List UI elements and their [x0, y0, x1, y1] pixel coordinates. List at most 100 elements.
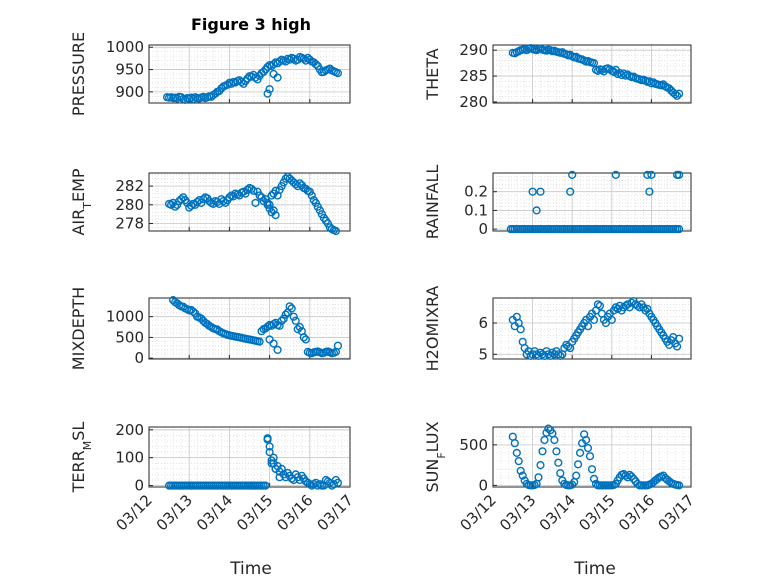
data-point: [281, 310, 290, 319]
data-point: [265, 442, 274, 451]
series-markers: [165, 172, 341, 236]
data-point: [536, 187, 545, 196]
data-point: [289, 312, 298, 321]
y-tick-label: 0: [134, 349, 144, 367]
data-point: [583, 322, 593, 331]
data-point: [554, 458, 563, 467]
data-point: [277, 316, 286, 325]
x-tick-label: 03/13: [496, 491, 539, 534]
data-point: [617, 70, 626, 80]
y-tick-label: 0.2: [464, 183, 488, 201]
data-point: [508, 432, 517, 441]
data-point: [595, 301, 605, 310]
y-tick-label: 0.1: [464, 201, 488, 219]
x-tick-label: 03/16: [615, 491, 658, 534]
data-point: [629, 474, 638, 484]
data-point: [585, 452, 595, 461]
data-point: [615, 301, 624, 310]
series-markers: [508, 43, 684, 100]
data-point: [299, 333, 308, 342]
y-tick-label: 900: [115, 83, 144, 101]
x-tick-label: 03/13: [153, 491, 196, 534]
data-point: [271, 464, 280, 474]
axes-frame: [492, 426, 692, 488]
data-point: [627, 472, 636, 481]
x-tick-label: 03/12: [457, 491, 500, 534]
y-tick-label: 282: [115, 177, 144, 195]
y-tick-label: 290: [459, 41, 488, 59]
y-tick-label: 5: [478, 345, 488, 363]
data-point: [219, 197, 228, 206]
data-point: [643, 170, 652, 180]
data-point: [538, 447, 547, 456]
data-point: [279, 314, 288, 323]
data-point: [566, 187, 575, 196]
data-point: [587, 465, 597, 474]
data-point: [265, 85, 274, 94]
data-point: [263, 89, 272, 98]
y-axis-label: RAINFALL: [423, 165, 442, 240]
x-tick-label: 03/12: [113, 491, 156, 534]
data-point: [568, 170, 577, 180]
x-tick-label: 03/15: [233, 491, 276, 534]
data-point: [271, 211, 280, 220]
data-point: [575, 448, 585, 458]
data-point: [285, 302, 294, 311]
data-point: [672, 342, 682, 351]
data-point: [267, 191, 276, 200]
data-point: [653, 474, 662, 484]
data-point: [285, 55, 294, 64]
data-point: [532, 206, 541, 215]
data-point: [607, 315, 616, 325]
data-point: [572, 471, 581, 480]
y-tick-label: 500: [459, 436, 488, 454]
data-point: [189, 307, 198, 316]
data-point: [556, 351, 565, 361]
data-point: [544, 424, 553, 433]
data-point: [333, 68, 343, 78]
data-point: [225, 193, 234, 202]
data-point: [333, 341, 343, 350]
y-tick-label: 0: [134, 477, 144, 495]
data-point: [674, 481, 684, 490]
y-axis-label: THETA: [423, 48, 442, 100]
subplot-rainfall: 00.10.2 RAINFALL: [423, 165, 692, 240]
data-point: [187, 201, 196, 210]
data-point: [540, 435, 549, 445]
data-point: [307, 191, 316, 200]
data-point: [643, 304, 652, 314]
data-point: [295, 179, 304, 188]
x-tick-label: 03/14: [536, 491, 579, 534]
data-point: [273, 345, 282, 355]
data-point: [167, 200, 176, 209]
data-point: [299, 54, 308, 63]
data-point: [518, 471, 527, 480]
x-tick-label: 03/17: [655, 491, 698, 534]
data-point: [177, 195, 186, 204]
y-axis-label: H2OMIXRA: [423, 286, 442, 372]
axes-frame: [148, 426, 351, 488]
data-point: [671, 90, 680, 99]
x-tick-label: 03/14: [193, 491, 236, 534]
y-tick-label: 950: [115, 61, 144, 79]
series-markers: [506, 170, 684, 234]
y-tick-label: 285: [459, 67, 488, 85]
y-tick-label: 280: [115, 196, 144, 214]
subplot-mixdepth: 0 500 1000 MIXDEPTH: [69, 287, 351, 370]
data-point: [249, 186, 258, 195]
y-tick-label: 0: [478, 220, 488, 238]
data-point: [331, 226, 341, 236]
axes-frame: [148, 44, 351, 104]
data-point: [564, 342, 573, 351]
data-point: [255, 337, 264, 346]
data-point: [187, 93, 196, 102]
data-point: [573, 460, 583, 469]
subplot-theta: 280 285 290 THETA: [423, 41, 692, 111]
x-axis-label-left: Time: [229, 559, 272, 579]
x-tick-label: 03/15: [575, 491, 618, 534]
data-point: [609, 67, 618, 77]
x-tick-label: 03/17: [314, 491, 357, 534]
